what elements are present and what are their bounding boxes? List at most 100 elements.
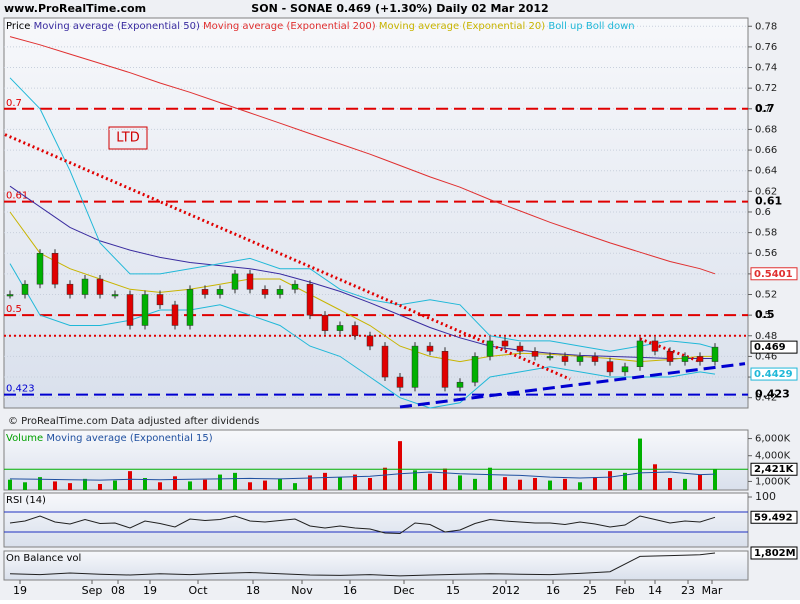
last-value-label-box <box>750 267 798 281</box>
legend: Price Moving average (Exponential 50) Mo… <box>6 21 635 32</box>
x-tick-label: 16 <box>343 584 357 597</box>
candle <box>36 252 44 285</box>
volume-bar <box>203 479 207 490</box>
volume-bar <box>323 472 327 490</box>
y-tick-label: 0.7 <box>755 104 771 115</box>
y-tick-label: 0.64 <box>755 166 777 177</box>
volume-bar <box>398 441 402 490</box>
horizontal-line-label: 0.61 <box>6 191 28 202</box>
x-tick-label: Mar <box>702 584 723 597</box>
volume-bar <box>38 477 42 490</box>
candle <box>501 340 509 347</box>
volume-bar <box>713 469 717 490</box>
candle <box>531 351 539 357</box>
indicator-line <box>9 77 716 352</box>
y-tick-label: 0.58 <box>755 228 777 239</box>
legend-entry: Moving average (Exponential 15) <box>46 433 212 444</box>
volume-bar <box>548 480 552 490</box>
y-tick-label: 4,000K <box>755 451 791 462</box>
volume-bar <box>53 481 57 490</box>
candle <box>471 356 479 383</box>
candle <box>336 325 344 331</box>
volume-bar <box>353 474 357 490</box>
volume-bar <box>233 472 237 490</box>
last-price-label: 0.469 <box>754 342 786 353</box>
candle <box>651 340 659 352</box>
footer-note: © ProRealTime.com Data adjusted after di… <box>8 416 259 427</box>
volume-bar <box>188 481 192 490</box>
y-tick-label-bold: 0.61 <box>755 195 782 208</box>
candle <box>666 351 674 362</box>
candle <box>561 356 569 362</box>
volume-bar <box>413 470 417 490</box>
last-value-label-box <box>750 546 798 560</box>
horizontal-line-label: 0.5 <box>6 304 22 315</box>
y-tick-label: 0.66 <box>755 145 777 156</box>
annotation: LTD <box>116 131 139 146</box>
volume-bar <box>128 471 132 490</box>
volume-bar <box>158 482 162 490</box>
candle <box>156 294 164 306</box>
y-tick-label: 0.42 <box>755 393 777 404</box>
y-tick-label: 100 <box>755 490 776 503</box>
y-tick-label: 0.62 <box>755 186 777 197</box>
volume-bar <box>638 438 642 490</box>
x-tick-label: Oct <box>188 584 208 597</box>
x-tick-label: Sep <box>82 584 103 597</box>
candle <box>381 345 389 378</box>
candle <box>291 283 299 290</box>
candle <box>51 252 59 285</box>
x-tick-label: Dec <box>393 584 414 597</box>
candle <box>546 356 554 359</box>
candle <box>456 381 464 388</box>
volume-bar <box>578 482 582 490</box>
volume-bar <box>338 477 342 490</box>
volume-bar <box>308 475 312 490</box>
trend-line <box>639 337 701 363</box>
price-panel <box>3 17 749 409</box>
x-tick-label: 08 <box>111 584 125 597</box>
legend-entry: Price <box>6 21 30 32</box>
last-price-label-box <box>750 340 798 354</box>
obv-panel <box>3 550 749 581</box>
x-tick-label: Feb <box>615 584 634 597</box>
legend-entry: On Balance vol <box>6 553 81 564</box>
candle <box>21 283 29 295</box>
legend-entry: RSI (14) <box>6 495 46 506</box>
candle <box>426 345 434 352</box>
last-value-label: 1,802M <box>754 548 796 559</box>
volume-bar <box>98 484 102 490</box>
volume-bar <box>248 482 252 490</box>
candle <box>6 294 14 297</box>
volume-bar <box>563 478 567 490</box>
legend-entry: Boll up <box>548 21 582 32</box>
volume-bar <box>143 478 147 490</box>
volume-bar <box>83 478 87 490</box>
volume-bar <box>668 478 672 490</box>
volume-bar <box>488 467 492 490</box>
site-name: www.ProRealTime.com <box>4 2 146 15</box>
candle <box>696 356 704 362</box>
y-tick-label: 0.72 <box>755 83 777 94</box>
volume-average-line <box>9 471 716 481</box>
candle <box>81 278 89 295</box>
x-tick-label: 15 <box>446 584 460 597</box>
annotation-box <box>108 126 148 150</box>
last-value-label: 0.5401 <box>754 269 793 280</box>
horizontal-line-label: 0.423 <box>6 384 35 395</box>
candle <box>411 345 419 388</box>
candle <box>681 356 689 362</box>
volume-bar <box>593 477 597 490</box>
y-tick-label: 0.56 <box>755 248 777 259</box>
last-value-label-box <box>750 367 798 381</box>
y-tick-label: 0.6 <box>755 207 771 218</box>
volume-bar <box>23 482 27 490</box>
volume-bar <box>368 478 372 490</box>
last-value-label-box <box>750 510 798 524</box>
volume-bar <box>278 478 282 490</box>
x-tick-label: 19 <box>143 584 157 597</box>
last-value-label: 0.4429 <box>754 369 793 380</box>
x-tick-label: 25 <box>583 584 597 597</box>
candle <box>711 346 719 362</box>
